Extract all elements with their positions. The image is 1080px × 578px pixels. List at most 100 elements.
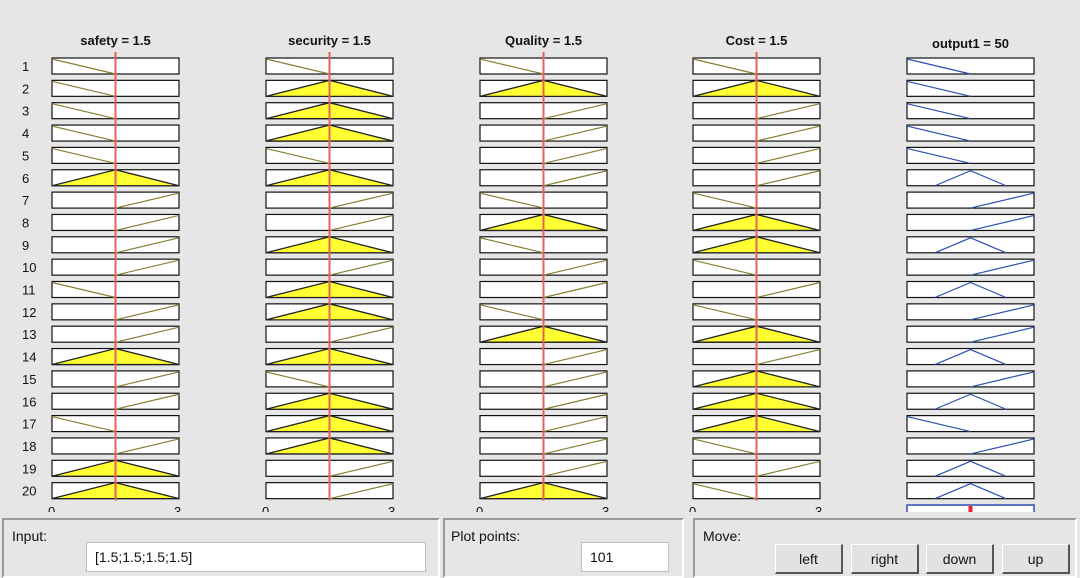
membership-right-ramp	[970, 371, 1035, 388]
membership-left-ramp	[906, 147, 971, 164]
output-cell-frame	[906, 325, 1035, 343]
membership-right-ramp	[329, 192, 394, 209]
membership-right-ramp	[329, 214, 394, 232]
row-number: 4	[22, 126, 29, 141]
output-rule-cell	[906, 415, 1035, 433]
output-rule-cell	[906, 347, 1035, 366]
output-title: output1 = 50	[932, 36, 1009, 51]
row-number: 13	[22, 327, 36, 342]
membership-left-ramp	[906, 125, 971, 142]
membership-right-ramp	[543, 281, 608, 299]
range-max-label: 3	[174, 504, 181, 512]
plot-points-panel: Plot points:	[443, 518, 684, 578]
input-title-security: security = 1.5	[288, 33, 371, 48]
output-cell-frame	[906, 102, 1035, 120]
output-rule-cell	[906, 191, 1035, 209]
membership-right-ramp	[329, 460, 394, 477]
output-rule-cell	[906, 258, 1035, 276]
membership-right-ramp	[115, 214, 180, 232]
membership-left-ramp	[479, 304, 544, 321]
membership-triangle	[934, 237, 1007, 254]
membership-right-ramp	[543, 259, 608, 276]
plot-points-field[interactable]	[581, 542, 669, 572]
membership-left-ramp	[265, 58, 330, 75]
row-number: 12	[22, 305, 36, 320]
output-cell-frame	[906, 370, 1035, 388]
output-rule-cell	[906, 57, 1035, 75]
output-cell-frame	[906, 146, 1035, 164]
membership-triangle	[934, 460, 1007, 477]
membership-right-ramp	[115, 259, 180, 276]
output-cell-frame	[906, 347, 1035, 366]
output-rule-cell	[906, 213, 1035, 232]
membership-triangle	[934, 482, 1007, 500]
input-column-quality: Quality = 1.5 0 3	[476, 33, 609, 512]
input-field[interactable]	[86, 542, 426, 572]
move-right-button[interactable]: right	[851, 544, 919, 574]
membership-left-ramp	[692, 259, 757, 276]
input-label: Input:	[12, 528, 48, 544]
membership-right-ramp	[543, 170, 608, 187]
membership-left-ramp	[51, 58, 116, 75]
row-number: 11	[22, 283, 36, 298]
membership-left-ramp	[692, 483, 757, 500]
membership-right-ramp	[543, 460, 608, 477]
output-rule-cell	[906, 482, 1035, 500]
membership-left-ramp	[51, 125, 116, 142]
row-number: 6	[22, 171, 29, 186]
membership-left-ramp	[51, 281, 116, 299]
output-rule-cell	[906, 459, 1035, 477]
membership-triangle	[934, 393, 1007, 410]
output-rule-cell	[906, 236, 1035, 254]
move-down-button[interactable]: down	[926, 544, 994, 574]
membership-left-ramp	[265, 147, 330, 164]
row-number: 19	[22, 461, 36, 476]
membership-right-ramp	[543, 147, 608, 164]
membership-right-ramp	[329, 326, 394, 343]
input-panel: Input:	[2, 518, 440, 578]
output-cell-frame	[906, 213, 1035, 232]
membership-right-ramp	[115, 371, 180, 388]
output-cell-frame	[906, 280, 1035, 299]
membership-left-ramp	[692, 192, 757, 209]
membership-right-ramp	[329, 483, 394, 500]
membership-right-ramp	[115, 393, 180, 410]
range-min-label: 0	[48, 504, 55, 512]
row-number: 18	[22, 439, 36, 454]
row-number: 8	[22, 215, 29, 230]
row-number: 3	[22, 104, 29, 119]
input-column-security: security = 1.5 0 3	[262, 33, 395, 512]
membership-triangle	[934, 281, 1007, 299]
membership-right-ramp	[543, 416, 608, 433]
membership-right-ramp	[543, 438, 608, 455]
move-left-button[interactable]: left	[775, 544, 843, 574]
membership-right-ramp	[115, 237, 180, 254]
membership-right-ramp	[970, 259, 1035, 276]
output-cell-frame	[906, 258, 1035, 276]
plot-points-label: Plot points:	[451, 528, 521, 544]
range-min-label: 0	[476, 504, 483, 512]
membership-right-ramp	[543, 125, 608, 142]
move-panel: Move: left right down up	[693, 518, 1077, 578]
membership-right-ramp	[115, 438, 180, 455]
row-number: 9	[22, 238, 29, 253]
move-up-button[interactable]: up	[1002, 544, 1070, 574]
output-cell-frame	[906, 392, 1035, 410]
membership-right-ramp	[115, 326, 180, 343]
move-label: Move:	[703, 528, 742, 544]
membership-right-ramp	[543, 393, 608, 410]
output-cell-frame	[906, 57, 1035, 75]
membership-right-ramp	[756, 170, 821, 187]
membership-right-ramp	[543, 371, 608, 388]
membership-left-ramp	[51, 103, 116, 120]
output-rule-cell	[906, 303, 1035, 321]
membership-left-ramp	[479, 237, 544, 254]
membership-left-ramp	[906, 416, 971, 433]
input-title-safety: safety = 1.5	[80, 33, 150, 48]
row-number: 16	[22, 394, 36, 409]
output-rule-cell	[906, 280, 1035, 299]
row-number: 2	[22, 81, 29, 96]
membership-right-ramp	[756, 281, 821, 299]
output-rule-cell	[906, 392, 1035, 410]
membership-right-ramp	[756, 103, 821, 120]
